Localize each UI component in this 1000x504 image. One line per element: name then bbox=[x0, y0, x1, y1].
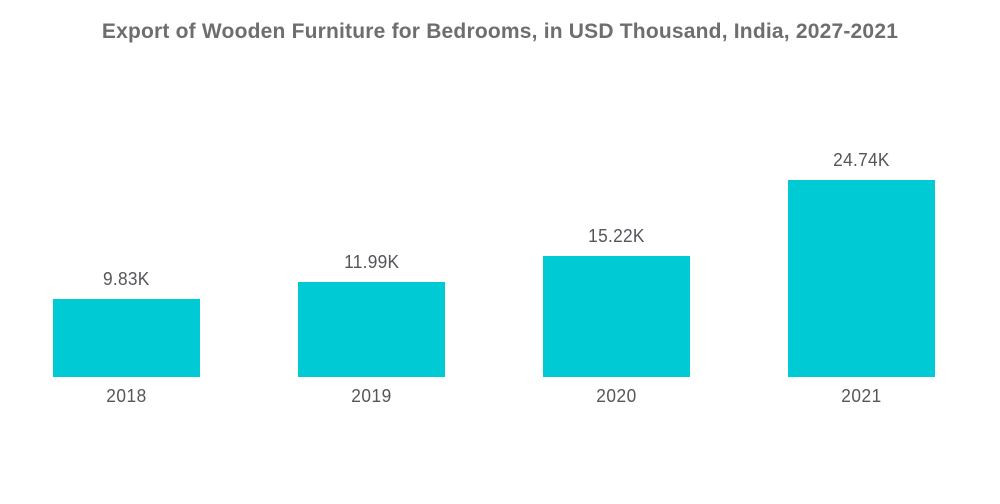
x-axis-label-2020: 2020 bbox=[596, 386, 637, 406]
bar-2020 bbox=[543, 256, 690, 377]
bar-column-2021: 24.74K bbox=[739, 147, 984, 377]
bars-row: 9.83K 11.99K 15.22K 24.74K bbox=[4, 147, 984, 377]
bar-column-2019: 11.99K bbox=[249, 147, 494, 377]
chart-title: Export of Wooden Furniture for Bedrooms,… bbox=[101, 20, 899, 43]
value-label-2020: 15.22K bbox=[588, 226, 645, 246]
x-axis-labels: 2018 2019 2020 2021 bbox=[4, 386, 984, 407]
bar-2019 bbox=[298, 282, 445, 377]
value-label-2019: 11.99K bbox=[343, 252, 400, 272]
x-axis-label-2018: 2018 bbox=[106, 386, 147, 406]
bar-chart: 9.83K 11.99K 15.22K 24.74K 2018 2019 2020 2021 bbox=[4, 147, 984, 407]
bar-2021 bbox=[788, 180, 935, 377]
bar-column-2020: 15.22K bbox=[494, 147, 739, 377]
x-axis-label-2021: 2021 bbox=[841, 386, 882, 406]
bar-2018 bbox=[53, 299, 200, 377]
value-label-2018: 9.83K bbox=[103, 269, 150, 289]
x-axis-label-2019: 2019 bbox=[351, 386, 392, 406]
value-label-2021: 24.74K bbox=[833, 150, 890, 170]
bar-column-2018: 9.83K bbox=[4, 147, 249, 377]
